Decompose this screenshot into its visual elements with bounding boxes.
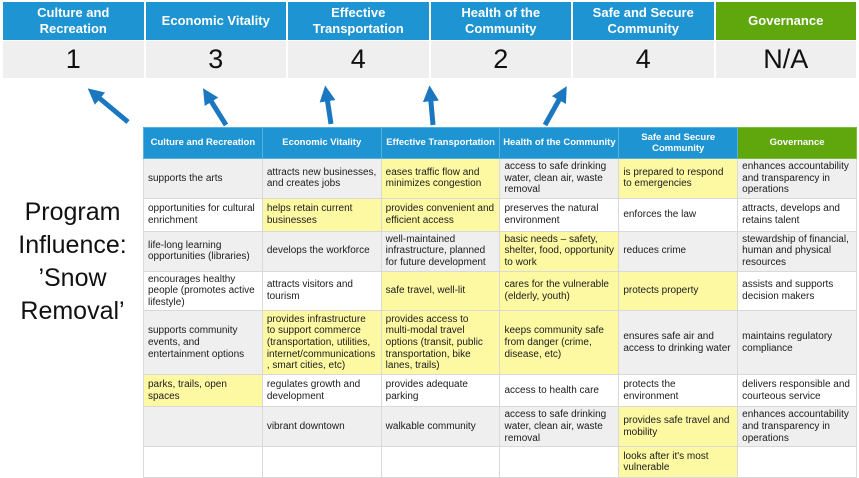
matrix-cell: provides safe travel and mobility (618, 406, 739, 448)
matrix-cell: provides convenient and efficient access (380, 197, 501, 232)
matrix-cell: access to safe drinking water, clean air… (499, 158, 620, 199)
table-header-governance: Governance (737, 127, 857, 159)
priority-header-safe-secure: Safe and Secure Community (573, 2, 714, 40)
matrix-cell: attracts, develops and retains talent (737, 197, 857, 232)
matrix-cell (143, 406, 263, 448)
up-arrow-icon (422, 85, 439, 126)
matrix-cell (143, 446, 263, 478)
priority-header-economic-vitality: Economic Vitality (145, 2, 286, 40)
matrix-cell: supports the arts (143, 158, 263, 199)
matrix-cell: life-long learning opportunities (librar… (143, 230, 263, 272)
matrix-cell: vibrant downtown (261, 406, 382, 448)
matrix-cell: well-maintained infrastructure, planned … (380, 230, 501, 272)
priority-score-effective-transportation: 4 (288, 41, 429, 78)
matrix-cell: keeps community safe from danger (crime,… (499, 310, 620, 376)
up-arrow-icon (87, 88, 130, 124)
priority-header-health-community: Health of the Community (430, 2, 571, 40)
matrix-cell: develops the workforce (261, 230, 382, 272)
matrix-cell: parks, trails, open spaces (143, 374, 263, 408)
matrix-cell: basic needs – safety, shelter, food, opp… (499, 230, 620, 272)
priority-header-row: Culture and Recreation Economic Vitality… (3, 2, 856, 40)
table-row: vibrant downtown walkable community acce… (143, 406, 857, 448)
up-arrow-icon (319, 85, 336, 125)
matrix-cell: attracts new businesses, and creates job… (261, 158, 382, 199)
table-header-effective-transportation: Effective Transportation (380, 127, 501, 159)
matrix-cell: protects the environment (618, 374, 739, 408)
matrix-cell: walkable community (380, 406, 501, 448)
matrix-cell: assists and supports decision makers (737, 270, 857, 312)
matrix-cell: maintains regulatory compliance (737, 310, 857, 376)
matrix-cell: attracts visitors and tourism (261, 270, 382, 312)
table-header-health-community: Health of the Community (499, 127, 620, 159)
table-header-economic-vitality: Economic Vitality (261, 127, 382, 159)
influence-table: Culture and Recreation Economic Vitality… (143, 127, 857, 478)
table-row: supports the arts attracts new businesse… (143, 158, 857, 199)
matrix-cell: protects property (618, 270, 739, 312)
up-arrow-icon (203, 88, 229, 127)
matrix-cell: access to safe drinking water, clean air… (499, 406, 620, 448)
matrix-cell: preserves the natural environment (499, 197, 620, 232)
matrix-cell: delivers responsible and courteous servi… (737, 374, 857, 408)
up-arrow-icon (542, 86, 567, 127)
matrix-cell: enhances accountability and transparency… (737, 158, 857, 199)
influence-arrows (87, 85, 567, 127)
priority-matrix: Culture and Recreation Economic Vitality… (3, 2, 856, 78)
matrix-cell: enforces the law (618, 197, 739, 232)
table-row: opportunities for cultural enrichment he… (143, 197, 857, 232)
matrix-cell: cares for the vulnerable (elderly, youth… (499, 270, 620, 312)
priority-header-effective-transportation: Effective Transportation (288, 2, 429, 40)
table-row: encourages healthy people (promotes acti… (143, 270, 857, 312)
matrix-cell: helps retain current businesses (261, 197, 382, 232)
matrix-cell: reduces crime (618, 230, 739, 272)
matrix-cell (499, 446, 620, 478)
matrix-cell: eases traffic flow and minimizes congest… (380, 158, 501, 199)
priority-score-health-community: 2 (430, 41, 571, 78)
matrix-cell: is prepared to respond to emergencies (618, 158, 739, 199)
matrix-cell: ensures safe air and access to drinking … (618, 310, 739, 376)
matrix-cell: enhances accountability and transparency… (737, 406, 857, 448)
priority-score-row: 1 3 4 2 4 N/A (3, 41, 856, 78)
priority-score-culture-recreation: 1 (3, 41, 144, 78)
matrix-cell: opportunities for cultural enrichment (143, 197, 263, 232)
matrix-cell: stewardship of financial, human and phys… (737, 230, 857, 272)
table-header-row: Culture and Recreation Economic Vitality… (143, 127, 857, 159)
matrix-cell (737, 446, 857, 478)
matrix-cell: provides infrastructure to support comme… (261, 310, 382, 376)
table-header-safe-secure: Safe and Secure Community (618, 127, 739, 159)
matrix-cell: safe travel, well-lit (380, 270, 501, 312)
table-row: supports community events, and entertain… (143, 310, 857, 376)
table-row: life-long learning opportunities (librar… (143, 230, 857, 272)
matrix-cell: encourages healthy people (promotes acti… (143, 270, 263, 312)
matrix-cell: supports community events, and entertain… (143, 310, 263, 376)
priority-score-safe-secure: 4 (573, 41, 714, 78)
matrix-cell: provides adequate parking (380, 374, 501, 408)
matrix-cell (261, 446, 382, 478)
priority-header-governance: Governance (715, 2, 856, 40)
matrix-cell: looks after it's most vulnerable (618, 446, 739, 478)
matrix-cell: regulates growth and development (261, 374, 382, 408)
table-header-culture-recreation: Culture and Recreation (143, 127, 263, 159)
table-row: parks, trails, open spaces regulates gro… (143, 374, 857, 408)
matrix-cell: provides access to multi-modal travel op… (380, 310, 501, 376)
table-row: looks after it's most vulnerable (143, 446, 857, 478)
priority-score-governance: N/A (715, 41, 856, 78)
matrix-cell: access to health care (499, 374, 620, 408)
priority-score-economic-vitality: 3 (145, 41, 286, 78)
priority-header-culture-recreation: Culture and Recreation (3, 2, 144, 40)
matrix-cell (380, 446, 501, 478)
program-influence-title: Program Influence: ’Snow Removal’ (18, 198, 127, 325)
